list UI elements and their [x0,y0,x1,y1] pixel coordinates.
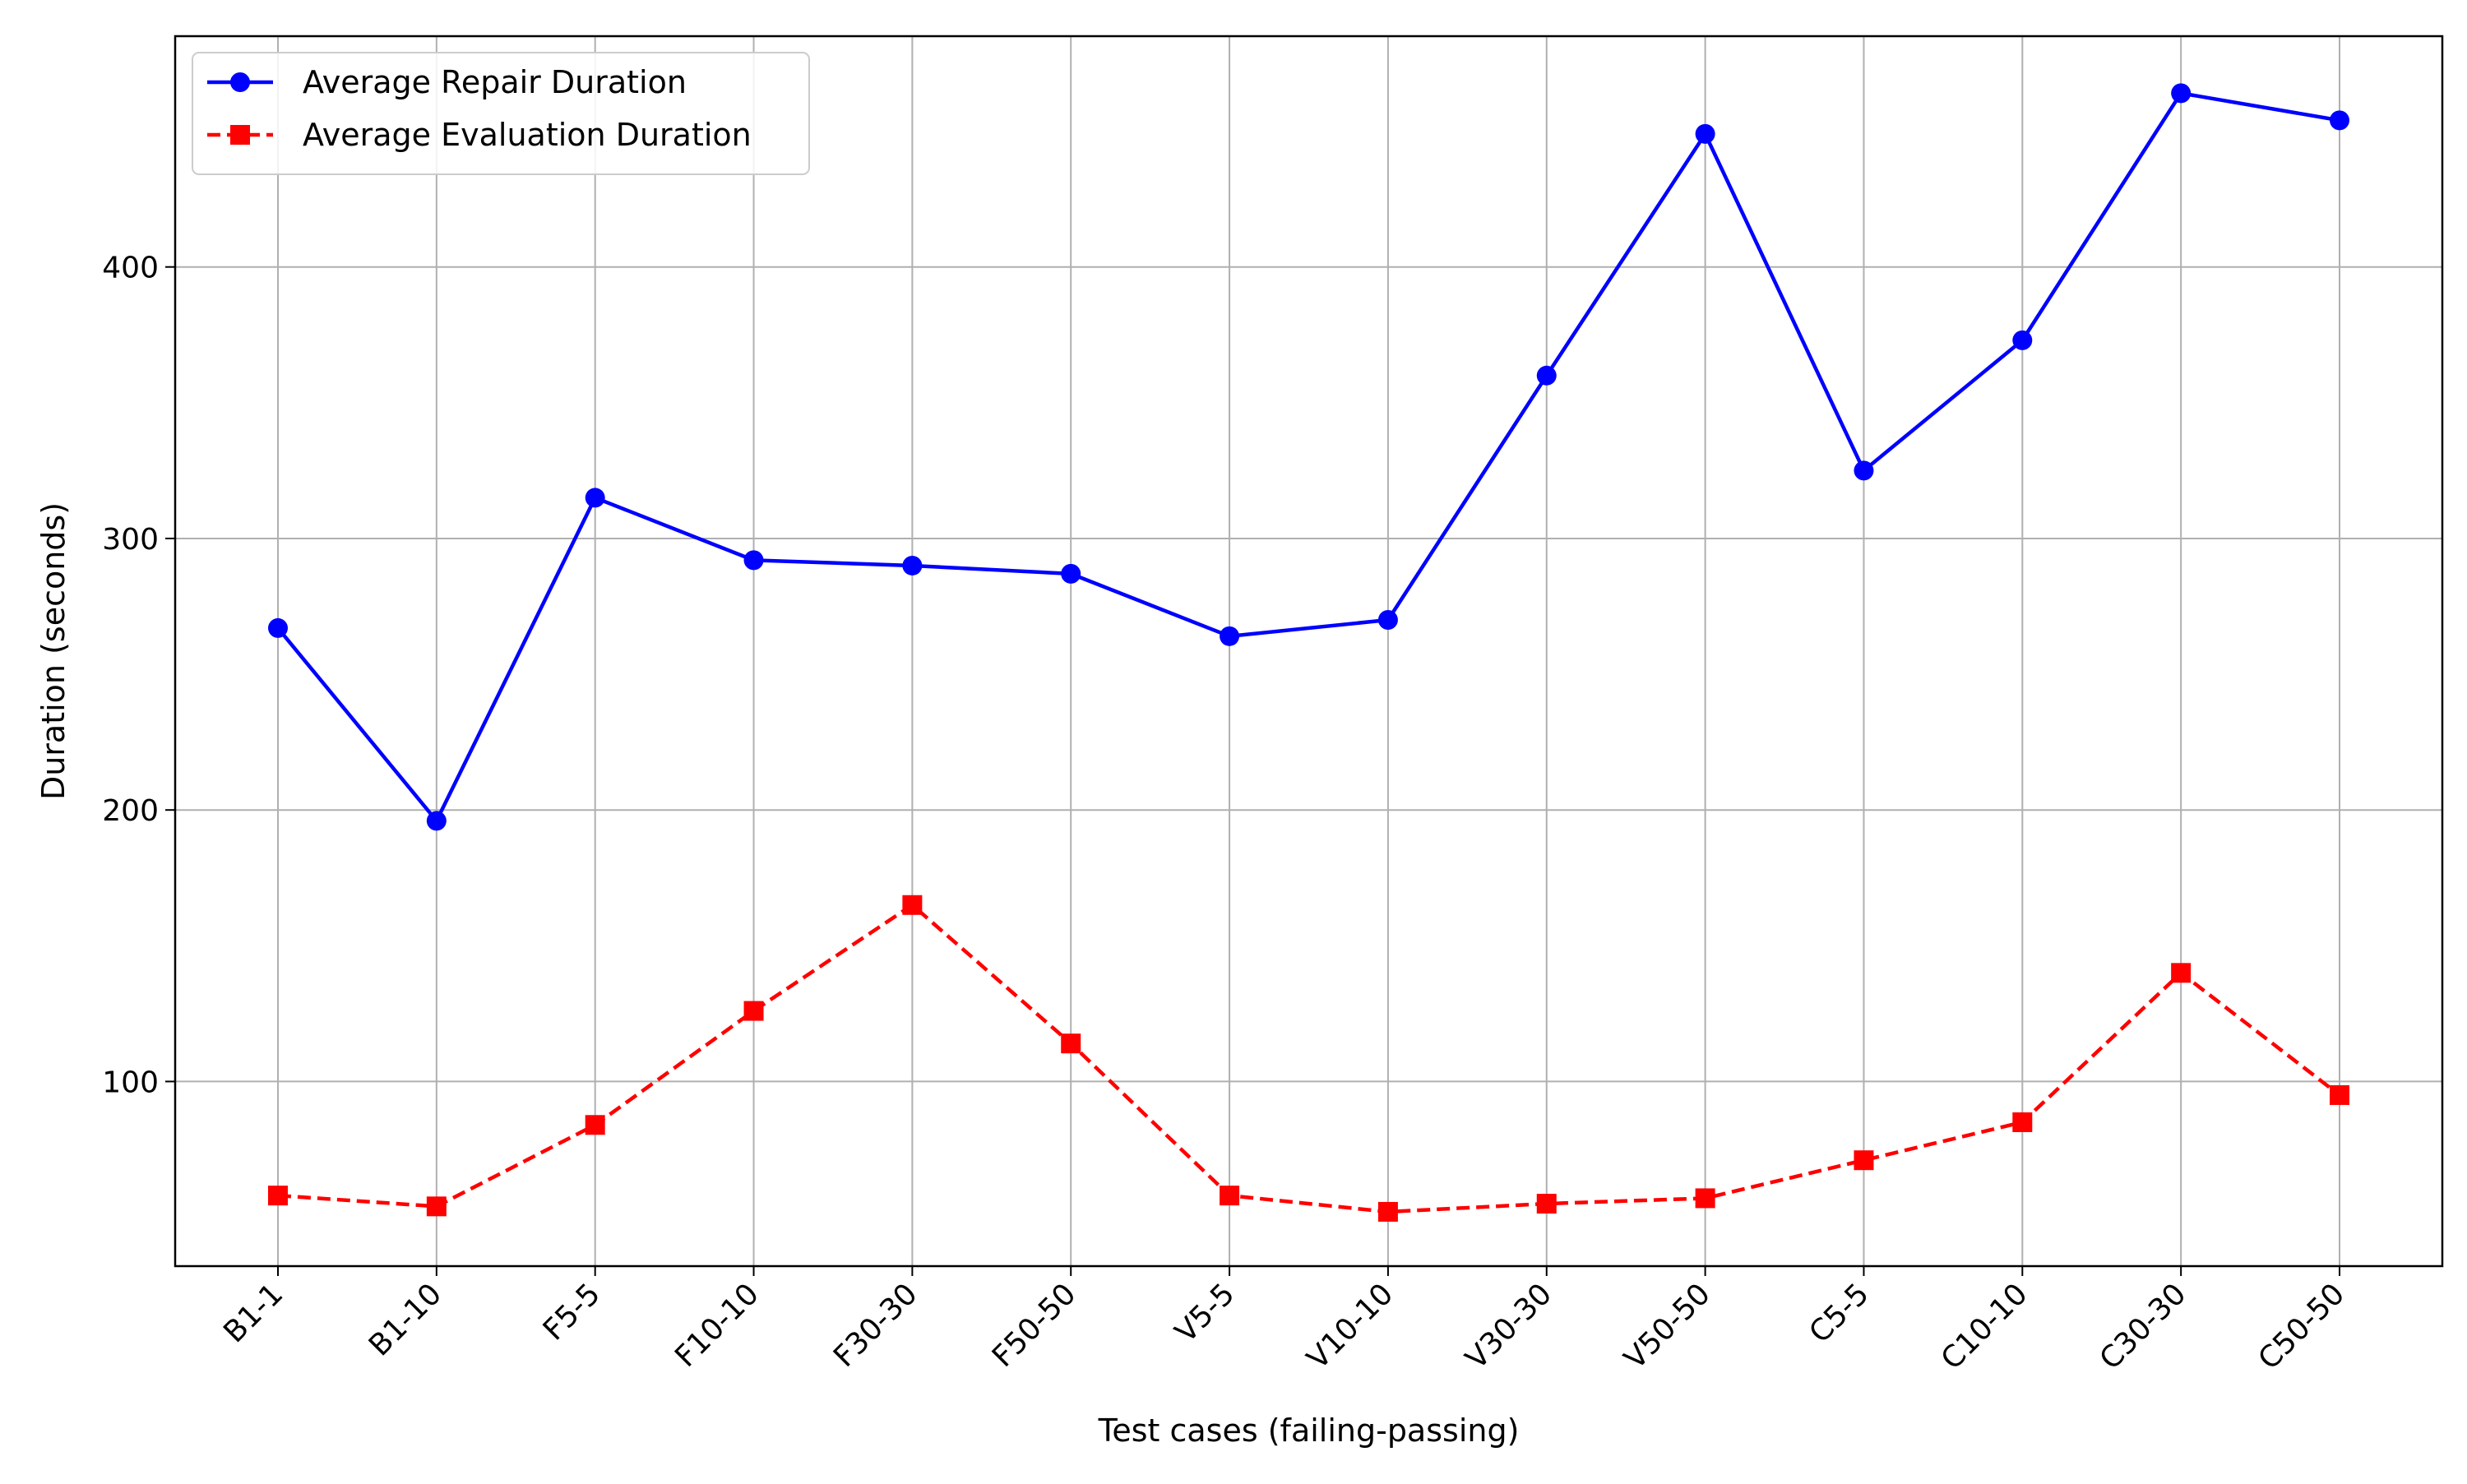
y-tick-label: 100 [102,1066,159,1099]
data-point [743,1001,764,1021]
y-tick-label: 200 [102,794,159,828]
data-point [426,1196,447,1217]
data-point [1377,1201,1398,1222]
x-tick-label: V5-5 [1169,1277,1241,1349]
data-point [902,555,923,576]
data-point [2330,110,2349,131]
grid [175,36,2442,1266]
data-point [1377,610,1398,631]
data-point [1536,1194,1557,1214]
series-1 [268,83,2349,831]
data-point [1220,1186,1240,1206]
data-point [585,488,605,508]
data-point [2171,963,2192,983]
y-tick-label: 400 [102,252,159,285]
data-point [1220,626,1240,646]
legend-box [192,52,810,175]
x-tick-label: C50-50 [2252,1277,2352,1376]
x-tick-label: B1-1 [217,1277,289,1349]
x-tick-label: F10-10 [669,1277,766,1374]
x-tick-label: C30-30 [2094,1277,2193,1376]
data-point [1536,365,1557,386]
data-point [1061,1033,1081,1054]
series-2 [268,895,2349,1222]
data-point [268,1186,288,1206]
x-tick-label: V50-50 [1618,1277,1717,1375]
y-tick-label: 300 [102,523,159,557]
x-tick-label: C10-10 [1935,1277,2034,1376]
x-tick-label: F30-30 [827,1277,924,1374]
data-point [743,550,764,571]
data-point [2012,330,2033,350]
legend-marker [230,125,250,145]
legend: Average Repair Duration Average Evaluatio… [192,52,810,175]
data-point [2171,83,2192,104]
x-axis-title: Test cases (failing-passing) [1098,1412,1520,1449]
series-line [277,903,2341,1214]
series-layer [268,83,2349,1222]
x-tick-label: F5-5 [537,1277,607,1347]
data-point [1854,1150,1874,1171]
x-tick-label: F50-50 [986,1277,1083,1374]
data-point [902,895,923,915]
data-point [268,617,288,638]
legend-label: Average Evaluation Duration [303,117,752,153]
series-line [276,91,2340,823]
x-axis: B1-1 B1-10 F5-5 F10-10 F30-30 F50-50 V5-5 V10-1… [217,1266,2351,1376]
data-point [1695,1188,1715,1209]
data-point [2012,1112,2033,1132]
y-axis: 100 200 300 400 [102,252,175,1099]
legend-marker [230,72,250,92]
data-point [1061,563,1081,584]
y-axis-title: Duration (seconds) [35,502,72,800]
data-point [585,1115,605,1135]
x-tick-label: V30-30 [1460,1277,1558,1375]
plot-frame [174,35,2444,1268]
x-tick-label: V10-10 [1301,1277,1400,1375]
data-point [1695,123,1715,144]
x-tick-label: B1-10 [363,1277,448,1362]
data-point [2330,1084,2349,1105]
legend-label: Average Repair Duration [303,64,687,100]
x-tick-label: C5-5 [1803,1277,1875,1349]
data-point [1854,460,1874,481]
data-point [426,811,447,831]
